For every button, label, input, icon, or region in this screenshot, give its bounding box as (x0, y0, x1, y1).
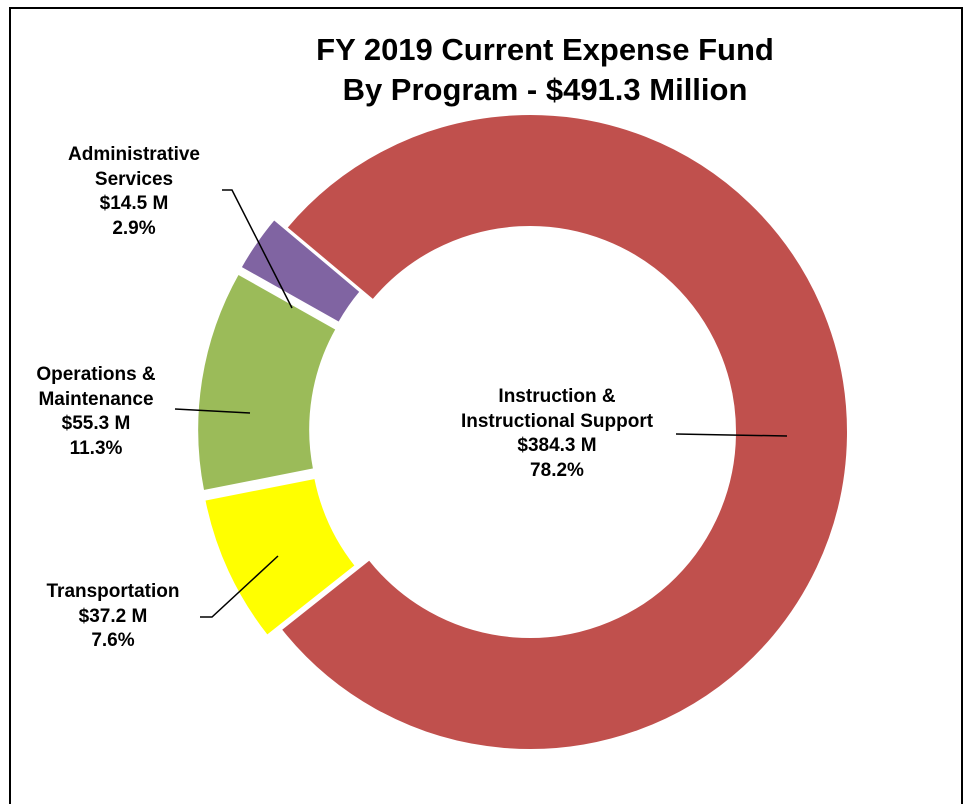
slice (239, 217, 363, 325)
category-label: Operations & Maintenance (36, 364, 156, 410)
leader-line (222, 189, 293, 309)
category-label: Transportation (46, 581, 180, 602)
value-label: $55.3 M (61, 413, 131, 434)
data-label: Transportation $37.2 M 7.6% (46, 580, 179, 654)
frame (9, 7, 963, 804)
percent-label: 78.2% (530, 459, 584, 481)
slice (203, 476, 358, 638)
category-label: Administrative Services (68, 144, 200, 190)
data-label: Operations & Maintenance $55.3 M 11.3% (36, 363, 155, 461)
percent-label: 11.3% (69, 437, 123, 459)
category-label: Instruction & Instructional Support (460, 386, 654, 432)
data-label: Administrative Services $14.5 M 2.9% (68, 143, 200, 241)
leader-line (174, 408, 251, 414)
value-label: $384.3 M (517, 435, 597, 456)
percent-label: 7.6% (91, 630, 135, 651)
percent-label: 2.9% (112, 217, 156, 239)
leader-line (675, 433, 788, 437)
chart-title: FY 2019 Current Expense Fund By Program … (316, 32, 774, 107)
slice (279, 113, 849, 751)
leader-line (200, 555, 279, 618)
leader-lines (174, 189, 788, 618)
value-label: $37.2 M (78, 605, 148, 627)
data-label: Instruction & Instructional Support $384.… (461, 385, 653, 483)
slice (196, 272, 338, 493)
value-label: $14.5 M (99, 193, 169, 214)
slices (196, 113, 849, 751)
